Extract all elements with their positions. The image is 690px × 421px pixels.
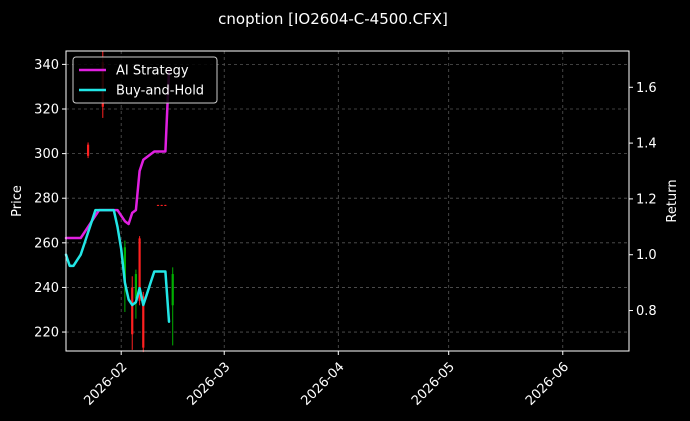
y-tick-label: 280 xyxy=(34,192,59,207)
y2-tick-label: 1.2 xyxy=(636,192,657,207)
y-tick-label: 320 xyxy=(34,102,59,117)
y-tick-label: 240 xyxy=(34,281,59,296)
y-axis-right: 0.8 1.0 1.2 1.4 1.6 xyxy=(629,81,657,319)
candle-body xyxy=(156,204,160,206)
y-tick-label: 220 xyxy=(34,326,59,341)
y-tick-label: 300 xyxy=(34,147,59,162)
candle-body xyxy=(86,144,90,156)
plot-frame xyxy=(65,50,630,352)
y2-axis-label: Return xyxy=(665,179,680,222)
candle-body xyxy=(134,274,138,299)
legend-box xyxy=(72,56,218,104)
y2-tick-label: 1.4 xyxy=(636,137,657,152)
legend-label: Buy-and-Hold xyxy=(116,84,204,99)
y2-tick-label: 1.0 xyxy=(636,248,657,263)
y-tick-label: 340 xyxy=(34,58,59,73)
series-lines xyxy=(64,69,171,323)
series-line-buy-and-hold xyxy=(64,208,171,323)
candle-body xyxy=(171,274,174,306)
series-line-ai-strategy xyxy=(64,69,171,240)
chart-title: cnoption [IO2604-C-4500.CFX] xyxy=(218,10,448,28)
y-tick-label: 260 xyxy=(34,236,59,251)
candle-body xyxy=(138,238,141,301)
y-axis-left: 220 240 260 280 300 320 340 xyxy=(34,58,66,341)
candle-body xyxy=(123,247,126,281)
legend-label: AI Strategy xyxy=(116,64,189,79)
legend: AI Strategy Buy-and-Hold xyxy=(72,56,218,104)
candle-body xyxy=(142,296,145,348)
candle-body xyxy=(131,287,134,335)
y2-tick-label: 1.6 xyxy=(636,81,657,96)
candle-body xyxy=(164,204,167,206)
y2-tick-label: 0.8 xyxy=(636,304,657,319)
y-axis-label: Price xyxy=(10,185,25,217)
candle-body xyxy=(160,204,163,206)
